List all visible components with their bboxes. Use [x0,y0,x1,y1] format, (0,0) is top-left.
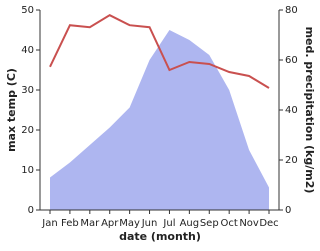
x-tick-label: Oct [221,218,238,229]
x-tick-label: Nov [239,218,259,229]
y-tick-label: 20 [21,125,34,136]
y-tick-label: 40 [21,45,34,56]
y2-tick-label: 40 [285,105,298,116]
y2-tick-label: 80 [285,5,298,16]
x-tick-label: Aug [180,218,200,229]
x-tick-label: Sep [200,218,219,229]
x-tick-label: Jun [141,218,158,229]
x-tick-label: Dec [259,218,278,229]
x-tick-label: Mar [80,218,100,229]
x-tick-label: Jul [162,218,175,229]
y2-axis-label: med. precipitation (kg/m2) [303,27,316,194]
y2-tick-label: 0 [285,205,291,216]
y2-tick-label: 20 [285,155,298,166]
y-tick-label: 50 [21,5,34,16]
y-axis-label: max temp (C) [5,68,18,152]
y2-tick-label: 60 [285,55,298,66]
y-tick-label: 10 [21,165,34,176]
x-tick-label: May [119,218,140,229]
x-tick-label: Jan [41,218,57,229]
precipitation-area [50,30,269,210]
y-tick-label: 0 [28,205,34,216]
y-tick-label: 30 [21,85,34,96]
x-tick-label: Feb [61,218,79,229]
x-axis-label: date (month) [119,230,201,243]
chart: date (month) max temp (C) med. precipita… [5,5,316,243]
x-tick-label: Apr [101,218,119,229]
temperature-line [49,14,270,89]
